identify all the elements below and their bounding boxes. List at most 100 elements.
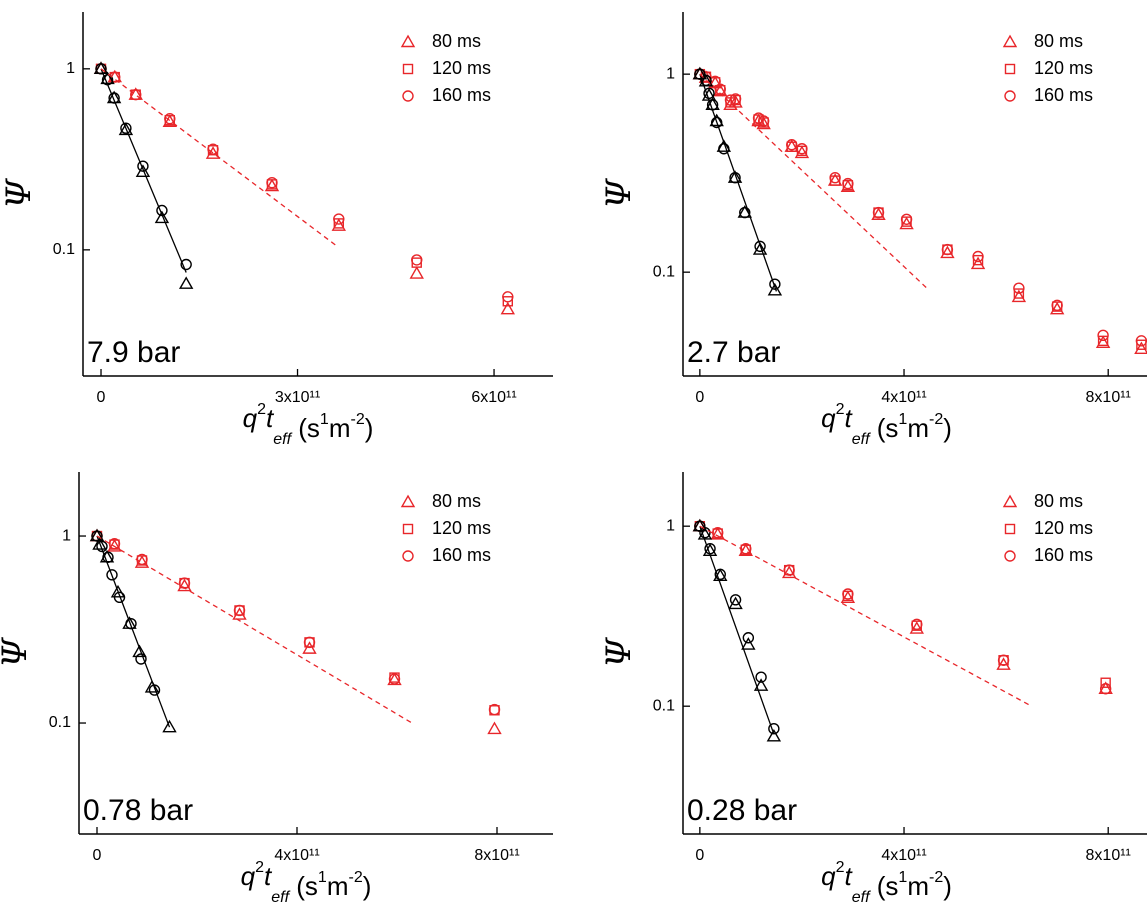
x-axis-label-part: -2 [348, 869, 362, 886]
triangle-marker [716, 139, 732, 152]
x-tick-label: 8x10¹¹ [1086, 389, 1131, 406]
triangle-marker [741, 637, 756, 650]
triangle-marker [709, 113, 724, 127]
x-axis-label-part: m [327, 871, 349, 901]
legend-marker [400, 494, 416, 508]
circle-marker [120, 122, 132, 134]
x-axis-label-part: (s [289, 871, 318, 901]
legend-marker [402, 63, 414, 75]
circle-marker [135, 653, 147, 665]
triangle-marker [135, 164, 151, 177]
triangle-marker [264, 178, 280, 192]
circle-marker [872, 206, 885, 219]
annotation: 0.28 bar [687, 794, 797, 827]
x-axis-label-part: q [241, 861, 256, 891]
x-axis-label-part: ) [365, 413, 374, 443]
x-tick-label: 0 [695, 389, 704, 406]
square-marker [411, 257, 422, 268]
circle-marker [91, 530, 103, 542]
legend-label: 160 ms [1034, 85, 1093, 105]
circle-marker [488, 703, 501, 716]
y-axis-label: Ψ [599, 637, 639, 668]
square-marker [1100, 677, 1111, 688]
x-axis-label-part: (s [870, 413, 899, 443]
triangle-marker [154, 210, 170, 224]
triangle-marker [134, 555, 150, 568]
x-axis-label-part: 2 [255, 859, 264, 876]
triangle-marker [162, 719, 177, 733]
circle-marker [972, 250, 984, 263]
legend-label: 160 ms [432, 85, 491, 105]
legend-label: 120 ms [1034, 518, 1093, 538]
y-tick-label: 0.1 [53, 241, 75, 258]
triangle-marker [144, 680, 160, 693]
circle-marker [102, 551, 114, 563]
fit-line [699, 73, 778, 292]
triangle-marker [110, 584, 126, 598]
x-axis-label-part: -2 [929, 869, 943, 886]
triangle-marker [107, 539, 122, 552]
fit-line [96, 535, 171, 728]
x-axis-label-part: -2 [350, 411, 364, 428]
y-tick-label: 0.1 [653, 697, 675, 714]
y-tick-label: 1 [66, 60, 75, 77]
y-tick-label: 1 [666, 65, 675, 82]
circle-marker [710, 116, 723, 129]
legend-label: 120 ms [432, 58, 491, 78]
y-tick-label: 0.1 [49, 714, 71, 731]
triangle-marker [753, 678, 769, 691]
x-axis-label-part: 1 [320, 411, 329, 428]
circle-marker [712, 527, 724, 539]
x-tick-label: 0 [93, 847, 102, 864]
fit-line [100, 68, 187, 273]
triangle-marker [118, 122, 134, 136]
x-axis-label-part: eff [852, 889, 871, 906]
triangle-marker [500, 301, 516, 315]
legend-marker [402, 523, 414, 535]
circle-marker [796, 143, 808, 155]
legend-marker [1002, 494, 1018, 508]
circle-marker [754, 240, 766, 253]
circle-marker [742, 632, 755, 644]
x-tick-label: 0 [695, 847, 704, 864]
circle-marker [729, 594, 742, 606]
x-axis-label-part: t [844, 403, 853, 433]
circle-marker [739, 206, 751, 219]
legend-label: 160 ms [432, 545, 491, 565]
triangle-marker [487, 721, 502, 735]
x-axis-label-part: t [266, 403, 275, 433]
circle-marker [724, 94, 737, 106]
square-marker [972, 254, 984, 266]
circle-marker [1051, 299, 1063, 312]
y-tick-label: 1 [666, 517, 675, 534]
x-axis-label-part: t [264, 861, 273, 891]
triangle-marker [871, 207, 886, 220]
legend-label: 80 ms [432, 491, 481, 511]
circle-marker [694, 68, 706, 80]
triangle-marker [840, 179, 856, 192]
x-axis-label-part: 1 [898, 411, 907, 428]
circle-marker [1097, 329, 1109, 341]
triangle-marker [302, 641, 317, 654]
legend-label: 120 ms [432, 518, 491, 538]
triangle-marker [1011, 289, 1027, 303]
circle-marker [714, 568, 726, 581]
circle-marker [757, 115, 770, 127]
circle-marker [266, 176, 278, 189]
x-axis-label-part: eff [852, 431, 871, 448]
x-axis-label-part: 2 [257, 401, 266, 418]
x-axis-label: q2teff (s1m-2) [241, 859, 372, 906]
circle-marker [769, 278, 781, 290]
x-axis-label-part: t [844, 861, 853, 891]
x-tick-label: 6x10¹¹ [471, 389, 516, 406]
square-marker [1013, 288, 1025, 299]
legend-marker [402, 90, 414, 102]
annotation: 7.9 bar [87, 336, 180, 369]
fit-line [699, 525, 775, 735]
x-axis-label-part: q [243, 403, 258, 433]
circle-marker [207, 143, 219, 155]
